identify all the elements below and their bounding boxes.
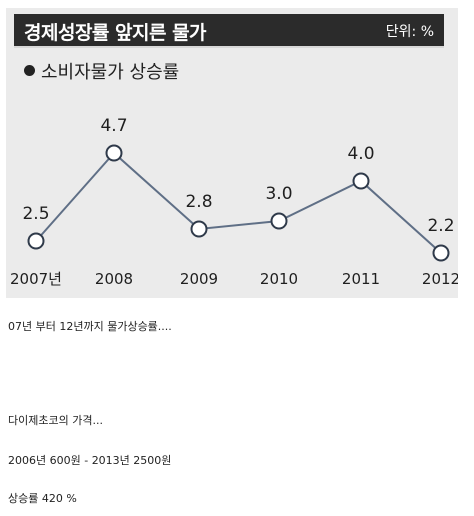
text-line-2: 다이제초코의 가격...: [8, 414, 103, 427]
value-label: 3.0: [265, 184, 292, 204]
value-label: 4.0: [347, 144, 374, 164]
data-point: [105, 144, 123, 162]
category-label: 2008: [95, 270, 133, 288]
chart-subtitle: 소비자물가 상승률: [24, 58, 179, 84]
bullet-icon: [24, 65, 35, 76]
text-line-3: 2006년 600원 - 2013년 2500원: [8, 454, 172, 467]
unit-label: 단위: %: [385, 24, 434, 40]
series-line: [35, 151, 442, 254]
line-chart: 2.5 2007년 4.7 2008 2.8 2009 3.0 2010 4.0 2011 2.2 2…: [10, 116, 458, 288]
value-label: 4.7: [100, 116, 127, 136]
data-point: [352, 172, 370, 190]
chart-figure: 경제성장률 앞지른 물가 단위: % 소비자물가 상승률 2.5 2007년 4.7…: [6, 8, 458, 298]
value-label: 2.8: [185, 192, 212, 212]
value-label: 2.2: [427, 216, 454, 236]
category-label: 2011: [342, 270, 380, 288]
data-point: [27, 232, 45, 250]
data-point: [190, 220, 208, 238]
category-label: 2007년: [10, 270, 62, 288]
category-label: 2012: [422, 270, 458, 288]
data-point: [432, 244, 450, 262]
category-label: 2009: [180, 270, 218, 288]
value-label: 2.5: [22, 204, 49, 224]
subtitle-text: 소비자물가 상승률: [41, 62, 180, 83]
data-point: [270, 212, 288, 230]
text-line-4: 상승률 420 %: [8, 492, 77, 505]
category-label: 2010: [260, 270, 298, 288]
chart-title: 경제성장률 앞지른 물가: [24, 22, 207, 44]
chart-header: 경제성장률 앞지른 물가 단위: %: [14, 14, 444, 48]
text-line-1: 07년 부터 12년까지 물가상승률....: [8, 320, 172, 333]
